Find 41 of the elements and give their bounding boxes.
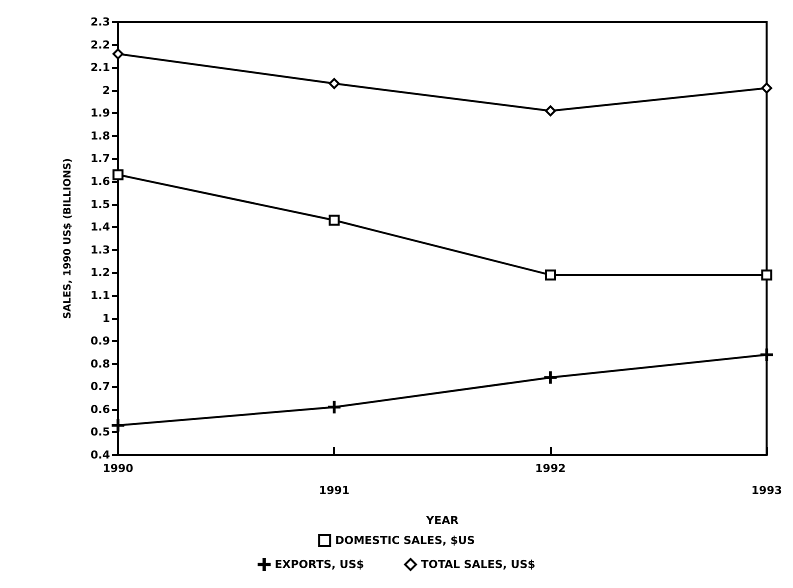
y-axis-title: SALES, 1990 US$ (BILLIONS) bbox=[62, 158, 74, 319]
y-tick-label: 2.1 bbox=[90, 61, 110, 74]
point bbox=[544, 269, 556, 280]
point bbox=[328, 214, 340, 226]
point bbox=[761, 82, 772, 94]
y-tick-label: 0.6 bbox=[90, 402, 110, 416]
point bbox=[112, 419, 124, 432]
y-tick-label: 0.9 bbox=[90, 334, 110, 348]
point bbox=[328, 78, 340, 90]
y-tick-label: 0.4 bbox=[90, 448, 110, 462]
y-tick-label: 1.8 bbox=[90, 129, 110, 142]
y-tick-label: 1.1 bbox=[90, 288, 110, 302]
point bbox=[112, 48, 124, 60]
y-tick-label: 0.8 bbox=[90, 357, 110, 370]
y-tick-label: 1.3 bbox=[90, 243, 110, 256]
point bbox=[112, 169, 124, 180]
y-tick-label: 1.9 bbox=[90, 106, 110, 120]
point bbox=[544, 371, 557, 384]
point bbox=[761, 269, 772, 280]
x-tick-label: 1993 bbox=[751, 484, 782, 497]
x-axis-title: YEAR bbox=[425, 514, 460, 527]
x-tick-label: 1991 bbox=[318, 484, 350, 497]
y-tick-label: 1.2 bbox=[90, 266, 110, 280]
legend-label: DOMESTIC SALES, $US bbox=[335, 534, 475, 547]
y-tick-label: 2 bbox=[102, 84, 110, 97]
y-tick-label: 0.5 bbox=[90, 426, 110, 439]
legend-label: TOTAL SALES, US$ bbox=[421, 558, 536, 571]
y-tick-label: 1.4 bbox=[90, 220, 110, 234]
point bbox=[760, 348, 773, 361]
x-tick-label: 1990 bbox=[102, 462, 134, 475]
y-tick-label: 2.3 bbox=[90, 16, 110, 28]
point bbox=[544, 105, 556, 116]
y-tick-label: 1.5 bbox=[90, 198, 110, 211]
y-tick-label: 2.2 bbox=[90, 38, 110, 52]
point bbox=[328, 400, 340, 414]
x-tick-label: 1992 bbox=[535, 462, 566, 475]
y-tick-label: 1.6 bbox=[90, 175, 110, 188]
y-tick-label: 1 bbox=[102, 312, 110, 325]
y-tick-label: 1.7 bbox=[90, 152, 110, 166]
y-tick-label: 0.7 bbox=[90, 380, 110, 394]
legend-label: EXPORTS, US$ bbox=[274, 558, 364, 571]
